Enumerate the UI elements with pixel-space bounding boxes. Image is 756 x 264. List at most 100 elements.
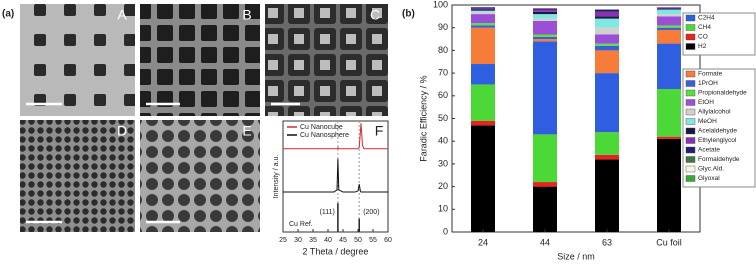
bar-segment bbox=[533, 182, 557, 187]
y-axis-title: Faradic Efficiency / % bbox=[418, 75, 428, 161]
y-tick-label: 70 bbox=[438, 67, 448, 77]
figure-label: (a) bbox=[2, 9, 14, 20]
plot-area bbox=[282, 120, 389, 233]
tem-images bbox=[20, 4, 388, 232]
y-tick-label: 20 bbox=[438, 181, 448, 191]
legend-label: Acelaldehyde bbox=[698, 128, 737, 135]
annotation: (111) bbox=[320, 209, 335, 216]
bar-segment bbox=[595, 132, 619, 155]
bar-segment bbox=[533, 41, 557, 135]
panel-label: E bbox=[242, 123, 251, 139]
bar-segment bbox=[533, 14, 557, 19]
bar-segment bbox=[471, 7, 495, 9]
bar-segment bbox=[657, 88, 681, 137]
panel-label: D bbox=[117, 123, 127, 139]
y-tick-label: 30 bbox=[438, 158, 448, 168]
bar-segment bbox=[533, 11, 557, 15]
bar-segment bbox=[533, 186, 557, 232]
bar-segment bbox=[657, 14, 681, 17]
bar-segment bbox=[595, 16, 619, 19]
legend-swatch bbox=[685, 43, 696, 50]
legend-label: Cu Nanocube bbox=[300, 124, 343, 131]
y-tick-label: 80 bbox=[438, 45, 448, 55]
bar-segment bbox=[595, 27, 619, 35]
bar-segment bbox=[595, 159, 619, 232]
bar-segment bbox=[533, 18, 557, 21]
figure-label: (b) bbox=[402, 9, 415, 20]
legend-label: CH4 bbox=[698, 24, 711, 31]
legend-swatch bbox=[685, 80, 696, 87]
legend-swatch bbox=[685, 118, 696, 125]
bar-segment bbox=[657, 25, 681, 28]
y-tick-label: 90 bbox=[438, 22, 448, 32]
legend-swatch bbox=[685, 14, 696, 22]
tem-image bbox=[265, 4, 388, 116]
bar-segment bbox=[471, 10, 495, 12]
legend-label: Glyoxal bbox=[698, 175, 720, 182]
panel-label: F bbox=[375, 123, 384, 139]
tem-image bbox=[140, 4, 260, 116]
y-tick-label: 100 bbox=[433, 0, 448, 9]
x-tick-label: 55 bbox=[369, 237, 377, 244]
bar-segment bbox=[533, 8, 557, 10]
bar-segment bbox=[595, 43, 619, 46]
legend-label: Acetate bbox=[698, 147, 720, 154]
y-tick-label: 40 bbox=[438, 136, 448, 146]
legend-swatch bbox=[685, 156, 696, 163]
bar-segment bbox=[657, 138, 681, 232]
legend-swatch bbox=[685, 137, 696, 144]
legend-label: Propionaldehyde bbox=[698, 90, 747, 97]
bar-segment bbox=[657, 29, 681, 44]
panel-label: C bbox=[370, 7, 380, 23]
x-tick-label: Cu foil bbox=[656, 237, 682, 247]
bar-segment bbox=[533, 34, 557, 37]
legend-label: 1PrOH bbox=[698, 80, 718, 87]
bar-segment bbox=[657, 27, 681, 30]
x-tick-label: 63 bbox=[602, 237, 612, 247]
bar-segment bbox=[471, 14, 495, 24]
bar-segment bbox=[657, 16, 681, 26]
x-axis-title: 2 Theta / degree bbox=[303, 246, 369, 256]
bar-segment bbox=[471, 9, 495, 11]
y-tick-label: 50 bbox=[438, 113, 448, 123]
bar-segment bbox=[533, 39, 557, 42]
legend-label: EtOH bbox=[698, 99, 714, 106]
bar-segment bbox=[657, 136, 681, 139]
bar-segment bbox=[471, 27, 495, 65]
annotation: (200) bbox=[363, 209, 379, 216]
legend-swatch bbox=[685, 99, 696, 106]
y-tick-label: 10 bbox=[438, 204, 448, 214]
x-tick-label: 45 bbox=[339, 237, 347, 244]
y-tick-label: 60 bbox=[438, 90, 448, 100]
legend-label: Cu Nanosphere bbox=[300, 132, 349, 139]
legend-label: Formaldehyde bbox=[698, 156, 740, 163]
x-tick-label: 25 bbox=[279, 237, 287, 244]
bar-segment bbox=[471, 64, 495, 85]
x-tick-label: 50 bbox=[354, 237, 362, 244]
bar-segment bbox=[657, 7, 681, 9]
legend-label: Formate bbox=[698, 71, 723, 78]
bar-segment bbox=[657, 9, 681, 15]
bar-segment bbox=[657, 8, 681, 10]
bar-segment bbox=[595, 154, 619, 160]
bar-segment bbox=[533, 9, 557, 12]
legend-swatch bbox=[685, 127, 696, 135]
x-tick-label: 35 bbox=[309, 237, 317, 244]
tem-image bbox=[20, 120, 135, 232]
legend-swatch bbox=[685, 175, 696, 182]
legend-label: H2 bbox=[698, 43, 707, 50]
bar-segment bbox=[471, 8, 495, 10]
panel-label: B bbox=[242, 7, 251, 23]
bar-segment bbox=[595, 18, 619, 28]
bar-segment bbox=[471, 23, 495, 26]
bar-segment bbox=[471, 120, 495, 126]
bar-segment bbox=[471, 11, 495, 15]
legend-label: Glyc.Ald. bbox=[698, 166, 724, 173]
bar-segment bbox=[595, 11, 619, 17]
x-tick-label: 40 bbox=[324, 237, 332, 244]
bar-segment bbox=[657, 43, 681, 89]
bar-segment bbox=[595, 73, 619, 133]
bar-segment bbox=[471, 125, 495, 232]
legend-label: CO bbox=[698, 34, 708, 41]
